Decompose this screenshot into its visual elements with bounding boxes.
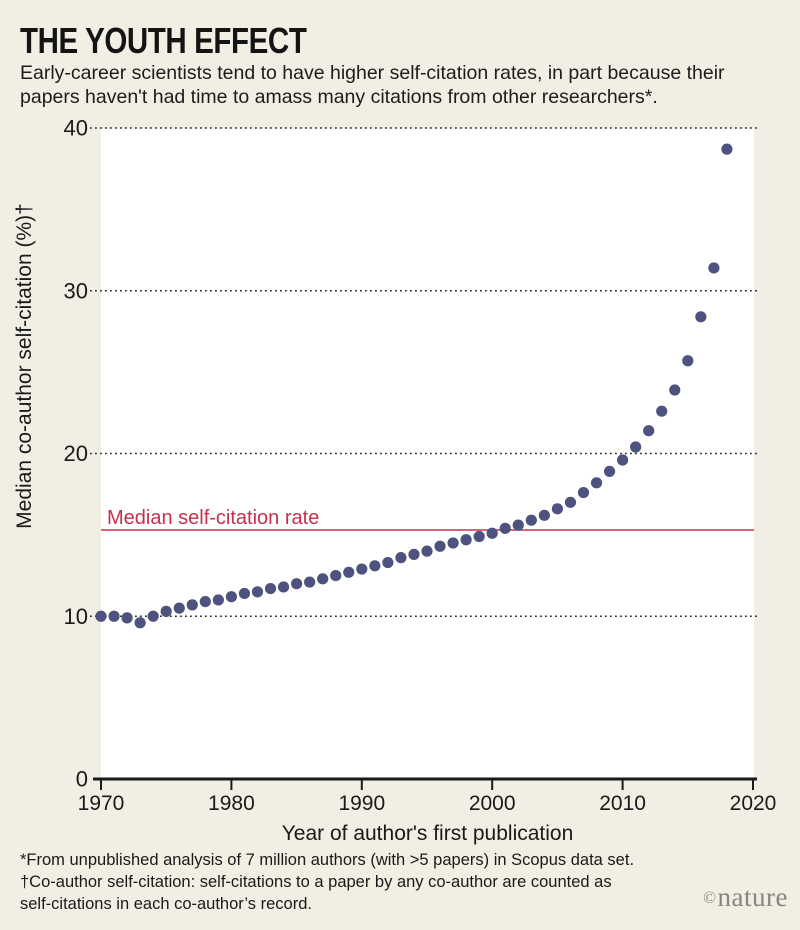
x-tick-label: 1980 <box>208 792 255 815</box>
data-point <box>369 560 381 572</box>
y-tick-label: 20 <box>64 441 88 466</box>
data-point <box>551 503 564 515</box>
x-tick-label: 1990 <box>338 792 385 815</box>
data-point <box>525 514 537 526</box>
data-point <box>108 610 120 622</box>
x-tick-label: 1970 <box>78 792 125 815</box>
data-point <box>408 548 420 561</box>
data-point <box>486 527 498 539</box>
data-point <box>173 602 185 614</box>
footnote-line: †Co-author self-citation: self-citations… <box>20 873 612 891</box>
nature-logo: ©nature <box>703 882 788 913</box>
page-title: THE YOUTH EFFECT <box>20 22 369 60</box>
data-point <box>382 556 394 569</box>
data-point <box>590 477 603 489</box>
data-point <box>460 534 472 546</box>
y-tick-label: 40 <box>64 116 88 141</box>
data-point <box>577 486 590 499</box>
data-point <box>630 441 642 453</box>
x-tick-label: 2020 <box>730 792 777 815</box>
data-point <box>199 596 211 608</box>
data-point <box>395 552 407 564</box>
data-point <box>304 576 316 588</box>
copyright-icon: © <box>703 888 717 907</box>
page-title-text: THE YOUTH EFFECT <box>20 20 307 61</box>
data-point <box>121 612 133 624</box>
data-point <box>330 569 342 582</box>
data-point <box>160 605 172 617</box>
data-point <box>147 610 159 622</box>
x-tick-label: 2010 <box>599 792 646 815</box>
data-point <box>499 522 511 534</box>
median-line-label: Median self-citation rate <box>107 507 319 529</box>
data-point <box>695 311 707 323</box>
data-point <box>512 519 524 531</box>
x-tick-label: 2000 <box>469 792 516 815</box>
data-point <box>617 454 629 466</box>
data-point <box>225 591 237 603</box>
data-point <box>421 545 433 557</box>
data-point <box>95 610 107 622</box>
footnote-line: self-citations in each co-author’s recor… <box>20 895 312 913</box>
data-point <box>708 262 720 274</box>
data-point <box>656 405 668 417</box>
data-point <box>134 617 146 629</box>
data-point <box>721 143 733 155</box>
data-point <box>343 566 355 578</box>
data-point <box>264 582 277 595</box>
data-point <box>473 530 485 543</box>
data-point <box>277 581 290 593</box>
data-point <box>434 540 446 552</box>
data-point <box>356 563 368 575</box>
data-point <box>317 573 329 585</box>
data-point <box>669 384 681 396</box>
data-point <box>447 537 459 549</box>
data-point <box>643 425 655 437</box>
chart-footnotes: *From unpublished analysis of 7 million … <box>20 849 634 915</box>
y-tick-label: 10 <box>64 604 88 629</box>
data-point <box>538 509 550 521</box>
data-point <box>603 465 616 478</box>
chart-subtitle: Early-career scientists tend to have hig… <box>20 62 725 108</box>
data-point <box>238 587 251 600</box>
nature-wordmark: nature <box>717 882 788 912</box>
y-axis-title: Median co-author self-citation (%)† <box>13 203 36 529</box>
data-point <box>186 599 198 611</box>
data-point <box>212 594 224 606</box>
y-tick-label: 0 <box>76 767 88 792</box>
x-axis-title: Year of author's first publication <box>282 822 574 845</box>
data-point <box>291 578 303 590</box>
y-tick-label: 30 <box>64 278 88 303</box>
data-point <box>564 496 577 508</box>
data-point <box>251 586 264 598</box>
data-point <box>682 355 694 367</box>
footnote-line: *From unpublished analysis of 7 million … <box>20 851 635 869</box>
